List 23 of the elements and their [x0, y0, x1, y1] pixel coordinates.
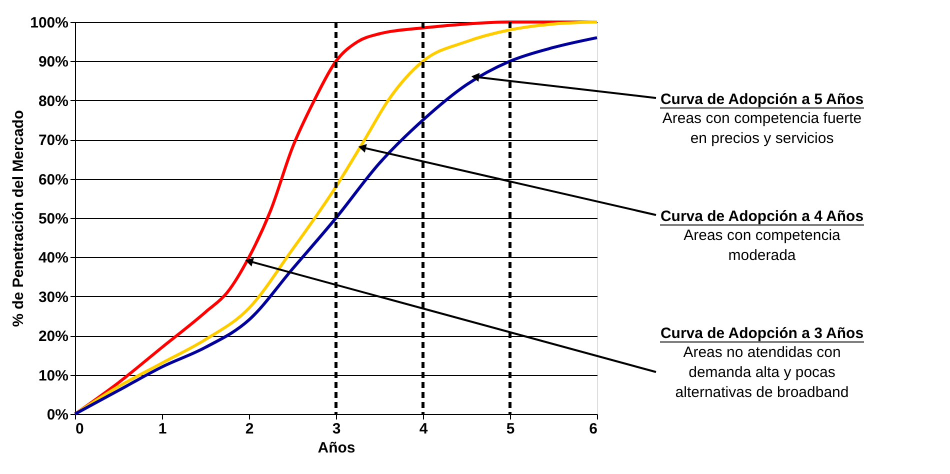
annotation: Curva de Adopción a 4 Años Areas con competencia moderada — [660, 208, 864, 264]
x-tick-label: 5 — [506, 420, 515, 438]
y-tick-label: 100% — [30, 14, 68, 32]
x-axis-title: Años — [318, 440, 356, 456]
annotation: Curva de Adopción a 5 Años Areas con competencia fuerte en precios y servicios — [660, 91, 864, 147]
y-tick-label: 20% — [38, 328, 68, 346]
x-tick-label: 0 — [76, 420, 84, 438]
y-axis-title: % de Penetración del Mercado — [10, 110, 28, 327]
x-tick-label: 3 — [332, 420, 341, 438]
x-tick-label: 2 — [245, 420, 254, 438]
x-tick-label: 4 — [419, 420, 428, 438]
annotation: Curva de Adopción a 3 Años Areas no atendidas con demanda alta y pocas alternativas de broadband — [660, 325, 864, 401]
y-tick-label: 10% — [38, 367, 68, 384]
y-tick-label: 50% — [38, 210, 68, 228]
y-tick-label: 70% — [38, 132, 68, 150]
y-tick-label: 60% — [38, 171, 68, 188]
y-tick-label: 40% — [38, 250, 68, 267]
x-tick-label: 1 — [158, 420, 167, 438]
y-tick-label: 80% — [38, 92, 68, 110]
y-tick-label: 0% — [46, 406, 68, 424]
y-tick-label: 90% — [38, 54, 68, 71]
x-tick-label: 6 — [589, 420, 598, 438]
y-tick-label: 30% — [38, 288, 68, 306]
